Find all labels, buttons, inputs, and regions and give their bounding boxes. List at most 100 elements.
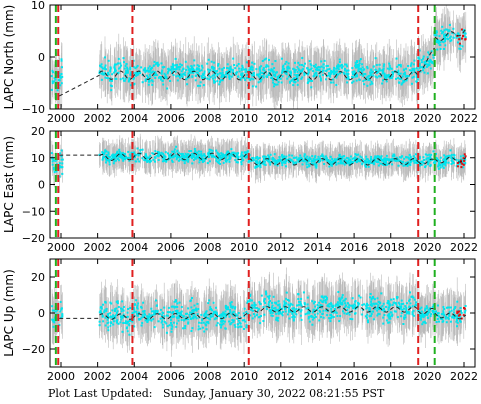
daily-point (287, 160, 290, 163)
daily-point (216, 151, 219, 154)
daily-point (366, 67, 369, 70)
daily-point (286, 70, 289, 73)
daily-point (208, 71, 211, 74)
daily-point (254, 160, 257, 163)
daily-point (325, 157, 328, 160)
daily-point (357, 69, 360, 72)
daily-point (158, 152, 161, 155)
daily-point (312, 160, 315, 163)
daily-point (357, 67, 360, 70)
daily-point (175, 145, 178, 148)
daily-point (412, 155, 415, 158)
daily-point (181, 153, 184, 155)
daily-point (139, 72, 142, 74)
daily-point (372, 74, 375, 77)
daily-point (411, 82, 413, 85)
daily-point (154, 73, 156, 76)
daily-point (172, 74, 175, 76)
daily-point (208, 69, 211, 72)
daily-point (321, 73, 324, 76)
daily-point (240, 161, 243, 164)
daily-point (375, 69, 378, 72)
daily-point (120, 64, 123, 67)
daily-point (272, 158, 275, 161)
recent-point (463, 159, 466, 162)
daily-point (261, 72, 264, 74)
daily-point (50, 88, 53, 91)
daily-point (211, 149, 214, 152)
daily-point (410, 63, 413, 66)
x-tick-label: 2002 (84, 241, 112, 254)
daily-point (435, 34, 438, 37)
daily-point (263, 160, 266, 163)
daily-point (146, 160, 149, 163)
daily-point (416, 78, 419, 81)
daily-point (315, 163, 318, 166)
daily-point (301, 158, 304, 160)
model-segment (132, 152, 249, 161)
daily-point (258, 164, 261, 166)
daily-point (424, 153, 427, 156)
daily-point (228, 76, 231, 79)
daily-point (422, 162, 425, 164)
recent-point (458, 42, 461, 45)
daily-point (216, 73, 219, 76)
daily-point (342, 162, 345, 165)
daily-point (391, 155, 394, 158)
daily-point (315, 166, 318, 169)
daily-point (423, 159, 425, 161)
daily-point (192, 71, 195, 74)
daily-point (410, 69, 413, 72)
daily-point (258, 67, 261, 70)
daily-point (201, 161, 204, 163)
daily-point (263, 73, 266, 76)
daily-point (427, 160, 430, 163)
daily-point (329, 159, 332, 162)
daily-point (114, 68, 116, 71)
daily-point (269, 163, 272, 166)
daily-point (453, 156, 456, 159)
daily-point (426, 56, 429, 59)
daily-point (144, 69, 147, 72)
daily-point (281, 157, 284, 160)
daily-point (236, 161, 239, 164)
daily-point (301, 159, 304, 162)
daily-point (382, 79, 384, 82)
daily-point (314, 66, 317, 69)
daily-point (241, 74, 244, 77)
daily-point (207, 68, 209, 71)
daily-point (443, 36, 446, 39)
daily-point (322, 63, 325, 66)
daily-point (123, 61, 125, 64)
y-tick-label: 20 (31, 125, 45, 138)
daily-point (251, 61, 254, 64)
daily-point (221, 71, 224, 74)
daily-point (256, 162, 259, 164)
daily-point (419, 66, 422, 69)
x-tick-label: 2000 (47, 112, 75, 125)
daily-point (427, 51, 430, 54)
daily-point (191, 162, 194, 165)
daily-point (253, 62, 256, 65)
daily-point (279, 77, 282, 80)
daily-point (383, 157, 386, 160)
daily-point (292, 77, 295, 80)
daily-point (224, 154, 227, 156)
daily-point (250, 65, 253, 68)
daily-point (132, 65, 135, 68)
daily-point (174, 68, 177, 71)
daily-point (356, 61, 358, 63)
daily-point (317, 155, 320, 158)
daily-point (441, 163, 444, 166)
daily-point (432, 150, 435, 153)
daily-point (100, 72, 103, 75)
daily-point (279, 159, 282, 162)
daily-point (253, 74, 256, 77)
x-tick-label: 2022 (450, 112, 478, 125)
daily-point (164, 151, 167, 154)
daily-point (406, 161, 409, 164)
daily-point (310, 80, 313, 82)
daily-point (270, 69, 273, 72)
daily-point (239, 77, 242, 80)
daily-point (332, 70, 335, 73)
